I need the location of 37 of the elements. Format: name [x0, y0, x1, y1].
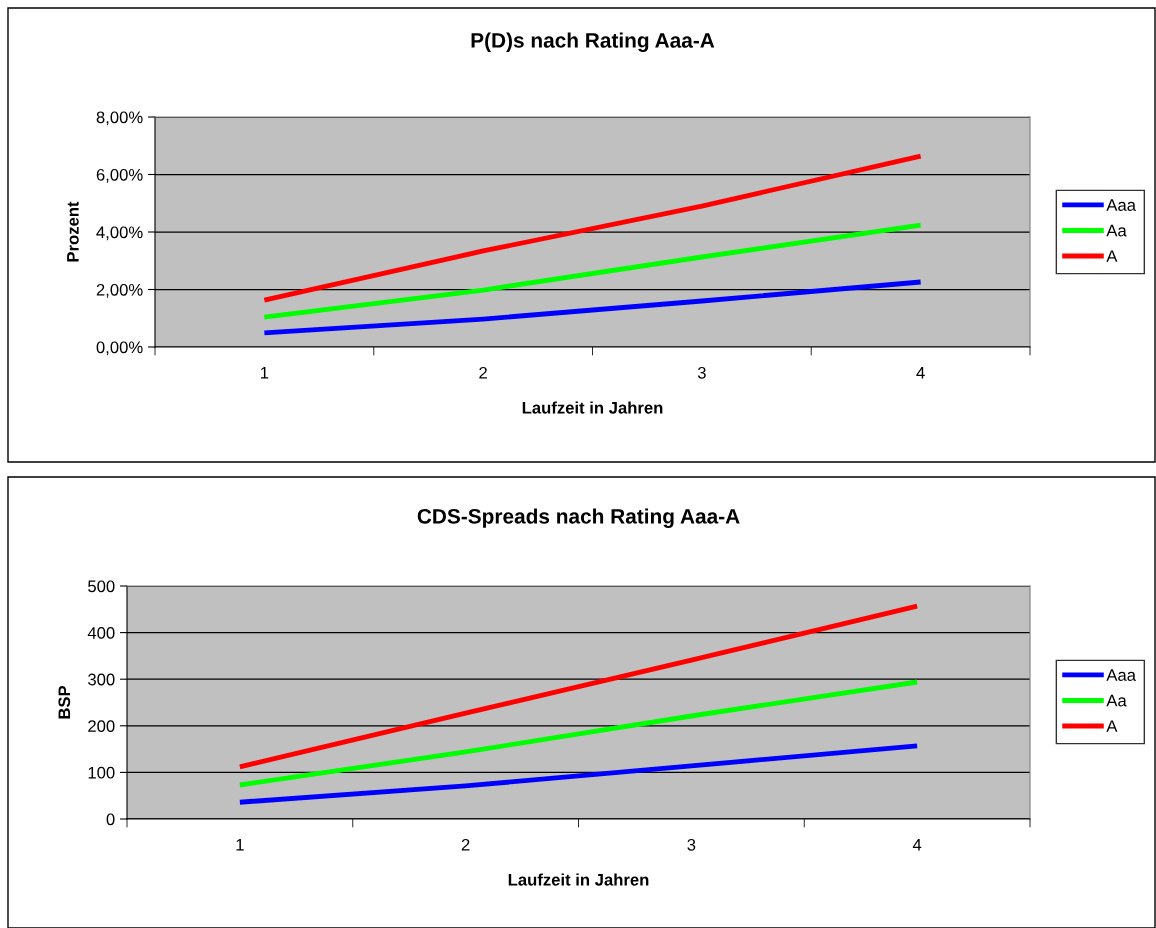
line-series: [261, 279, 924, 336]
x-tick-label: 2: [479, 366, 487, 379]
y-tick-label: 300: [88, 673, 115, 686]
y-axis-title: Prozent: [67, 201, 79, 262]
y-tick-label: 400: [87, 627, 115, 639]
y-tick-label: 2,00%: [96, 283, 143, 298]
x-tick-label: 1: [261, 367, 269, 379]
x-tick-label: 2: [461, 838, 470, 851]
chart-title: CDS-Spreads nach Rating Aaa-A: [417, 508, 740, 528]
y-tick-label: 6,00%: [96, 168, 143, 183]
x-tick-label: 4: [916, 367, 925, 379]
y-tick-label: 8,00%: [96, 111, 143, 126]
line-series: [237, 679, 920, 788]
x-tick-label: 3: [687, 838, 696, 851]
y-tick-label: 0: [106, 813, 115, 826]
y-tick-label: 200: [88, 720, 115, 732]
legend-label: Aaa: [1106, 199, 1136, 211]
line-series: [237, 743, 920, 805]
y-tick-label: 0,00%: [96, 341, 143, 356]
line-series: [261, 153, 924, 303]
y-tick-label: 100: [88, 766, 115, 779]
legend-label: A: [1106, 720, 1118, 732]
legend-label: Aa: [1106, 694, 1127, 707]
y-tick-label: 4,00%: [96, 226, 143, 241]
y-tick-label: 500: [88, 580, 115, 593]
x-axis-title: Laufzeit in Jahren: [522, 401, 663, 414]
x-tick-label: 4: [912, 839, 922, 851]
y-axis-title: BSP: [58, 685, 71, 719]
line-series: [237, 603, 920, 770]
x-tick-label: 1: [236, 839, 244, 851]
x-tick-label: 3: [697, 366, 706, 379]
x-axis-title: Laufzeit in Jahren: [508, 873, 649, 886]
legend-label: Aa: [1106, 224, 1127, 237]
legend-label: A: [1106, 250, 1118, 262]
chart-title: P(D)s nach Rating Aaa-A: [471, 32, 715, 52]
legend-label: Aaa: [1106, 669, 1136, 681]
line-series: [261, 222, 924, 320]
